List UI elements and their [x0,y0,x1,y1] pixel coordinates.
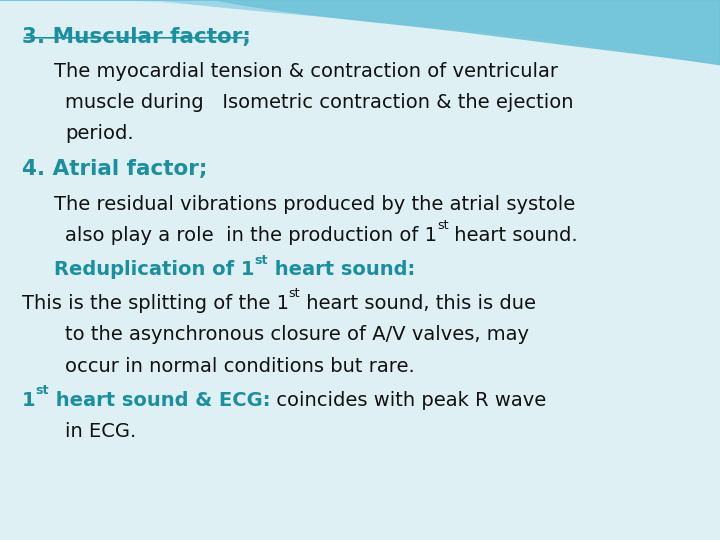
Text: to the asynchronous closure of A/V valves, may: to the asynchronous closure of A/V valve… [65,325,528,344]
Text: heart sound, this is due: heart sound, this is due [300,294,536,313]
Text: This is the splitting of the 1: This is the splitting of the 1 [22,294,289,313]
Text: heart sound:: heart sound: [268,260,415,279]
Polygon shape [0,0,720,65]
Text: heart sound.: heart sound. [449,226,578,245]
Text: occur in normal conditions but rare.: occur in normal conditions but rare. [65,356,415,375]
Polygon shape [0,0,720,57]
Text: muscle during   Isometric contraction & the ejection: muscle during Isometric contraction & th… [65,93,573,112]
Text: heart sound & ECG:: heart sound & ECG: [49,391,270,410]
Polygon shape [0,0,720,64]
Text: st: st [289,287,300,300]
Text: st: st [437,219,449,232]
Text: 1: 1 [22,391,35,410]
Text: also play a role  in the production of 1: also play a role in the production of 1 [65,226,437,245]
Text: in ECG.: in ECG. [65,422,136,441]
Text: Reduplication of 1: Reduplication of 1 [54,260,254,279]
Text: period.: period. [65,124,133,143]
Text: st: st [35,384,49,397]
Text: The residual vibrations produced by the atrial systole: The residual vibrations produced by the … [54,194,575,213]
Text: coincides with peak R wave: coincides with peak R wave [270,391,546,410]
Text: The myocardial tension & contraction of ventricular: The myocardial tension & contraction of … [54,62,558,80]
Text: st: st [254,253,268,267]
Text: 3. Muscular factor;: 3. Muscular factor; [22,27,251,47]
Text: 4. Atrial factor;: 4. Atrial factor; [22,159,207,179]
